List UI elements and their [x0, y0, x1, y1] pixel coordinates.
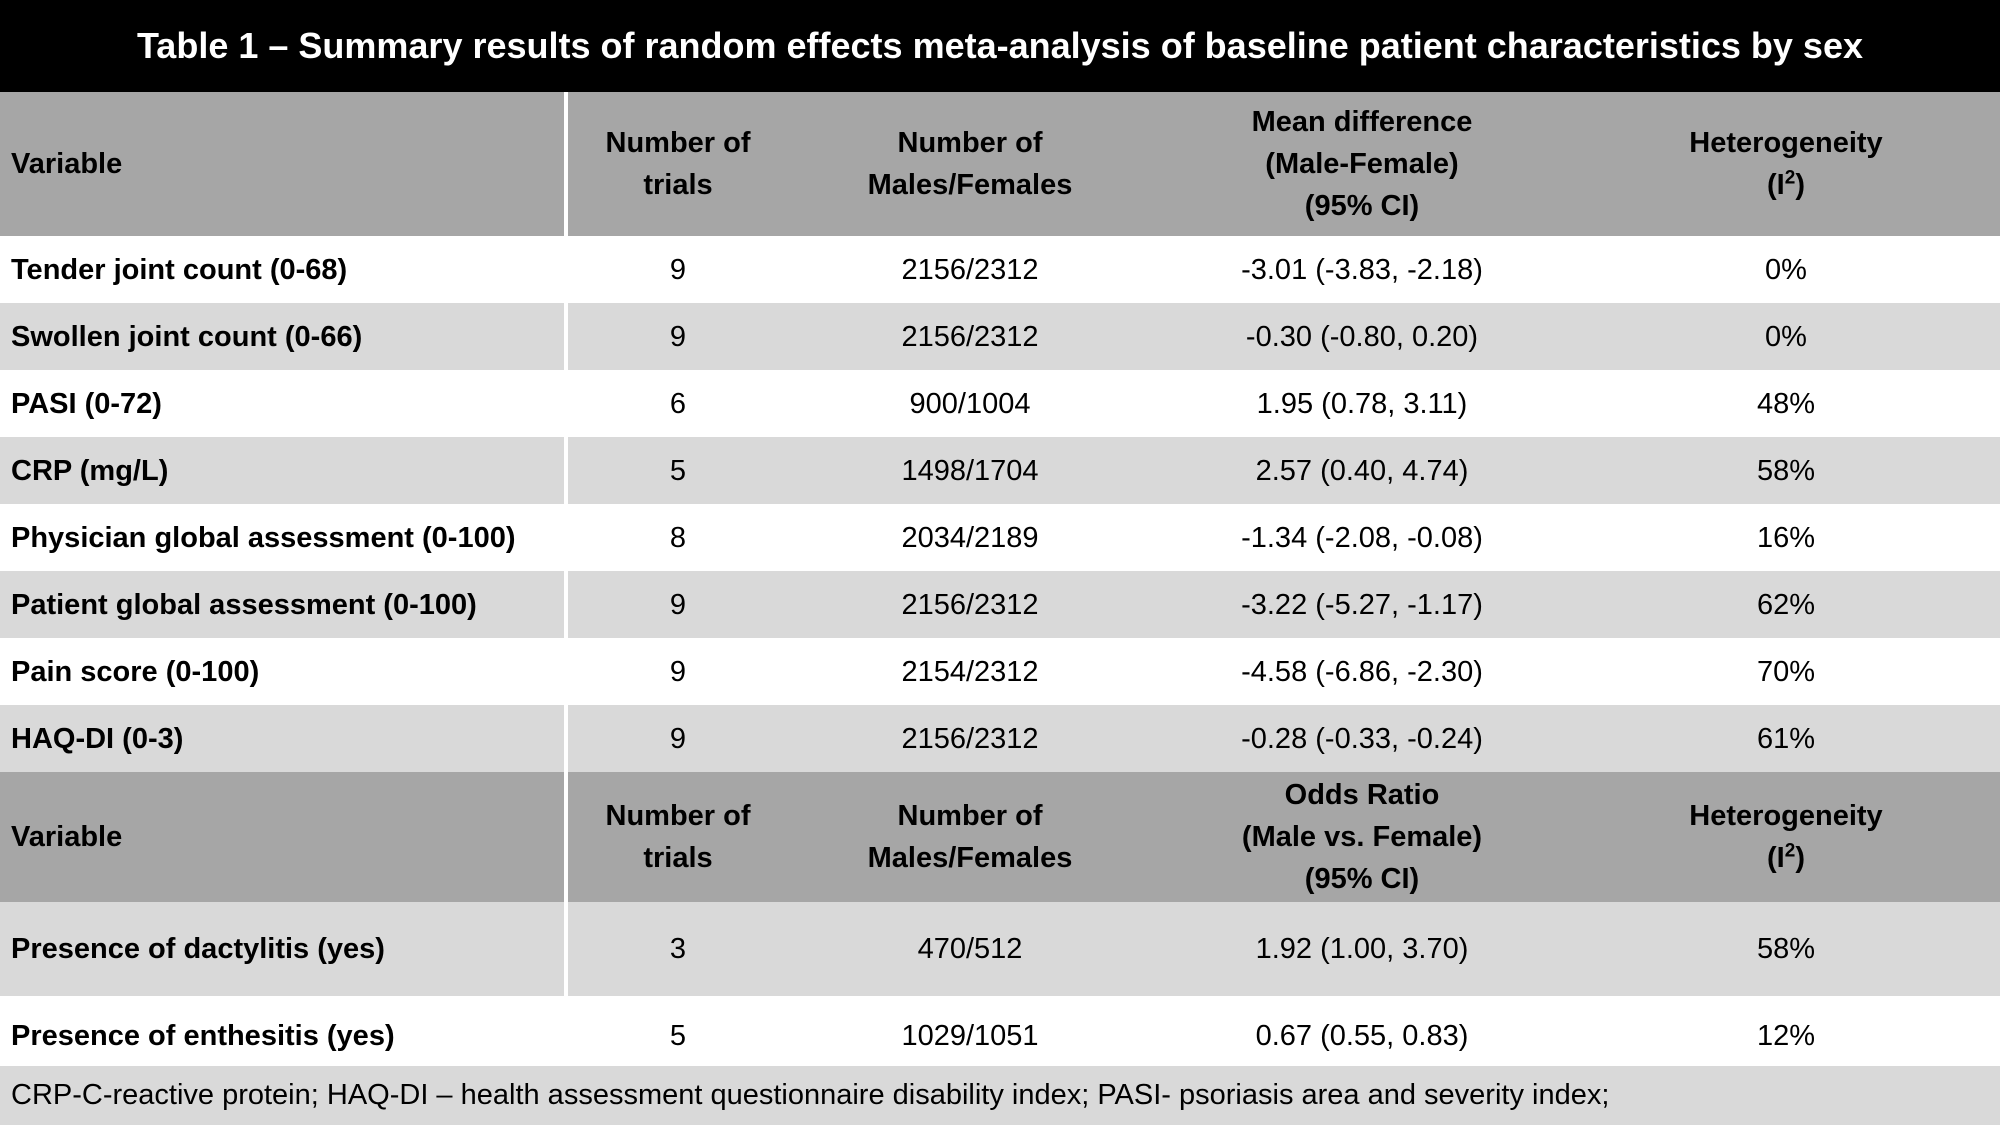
- row-heterogeneity: 0%: [1572, 236, 2000, 303]
- table-row: HAQ-DI (0-3) 9 2156/2312 -0.28 (-0.33, -…: [0, 705, 2000, 772]
- column-header-trials: Number of trials: [566, 772, 788, 902]
- row-variable: CRP (mg/L): [0, 437, 568, 504]
- table-row: Physician global assessment (0-100) 8 20…: [0, 504, 2000, 571]
- table-row: Tender joint count (0-68) 9 2156/2312 -3…: [0, 236, 2000, 303]
- row-variable: Pain score (0-100): [0, 638, 568, 705]
- row-males-females: 2154/2312: [788, 638, 1152, 705]
- row-effect: -0.30 (-0.80, 0.20): [1152, 303, 1572, 370]
- row-effect: -0.28 (-0.33, -0.24): [1152, 705, 1572, 772]
- row-variable: Patient global assessment (0-100): [0, 571, 568, 638]
- column-header-variable: Variable: [0, 772, 568, 902]
- row-variable: Presence of dactylitis (yes): [0, 902, 568, 996]
- table-row: PASI (0-72) 6 900/1004 1.95 (0.78, 3.11)…: [0, 370, 2000, 437]
- table-row: Presence of enthesitis (yes) 5 1029/1051…: [0, 996, 2000, 1076]
- table-row: CRP (mg/L) 5 1498/1704 2.57 (0.40, 4.74)…: [0, 437, 2000, 504]
- row-males-females: 470/512: [788, 902, 1152, 996]
- row-effect: 1.92 (1.00, 3.70): [1152, 902, 1572, 996]
- row-effect: 0.67 (0.55, 0.83): [1152, 996, 1572, 1076]
- header-row-odds-ratio: Variable Number of trials Number of Males/…: [0, 772, 2000, 902]
- row-variable: PASI (0-72): [0, 370, 568, 437]
- row-males-females: 2156/2312: [788, 236, 1152, 303]
- row-trials: 5: [566, 996, 788, 1076]
- row-males-females: 2156/2312: [788, 571, 1152, 638]
- column-header-heterogeneity: Heterogeneity (I2): [1572, 772, 2000, 902]
- row-trials: 9: [566, 303, 788, 370]
- row-males-females: 2156/2312: [788, 705, 1152, 772]
- row-trials: 6: [566, 370, 788, 437]
- column-header-trials: Number of trials: [566, 92, 788, 236]
- row-effect: 2.57 (0.40, 4.74): [1152, 437, 1572, 504]
- row-trials: 9: [566, 236, 788, 303]
- row-variable: Tender joint count (0-68): [0, 236, 568, 303]
- row-heterogeneity: 70%: [1572, 638, 2000, 705]
- row-trials: 9: [566, 638, 788, 705]
- row-effect: 1.95 (0.78, 3.11): [1152, 370, 1572, 437]
- column-header-males-females: Number of Males/Females: [788, 92, 1152, 236]
- row-trials: 5: [566, 437, 788, 504]
- table-row: Presence of dactylitis (yes) 3 470/512 1…: [0, 902, 2000, 996]
- table-row: Pain score (0-100) 9 2154/2312 -4.58 (-6…: [0, 638, 2000, 705]
- row-trials: 8: [566, 504, 788, 571]
- row-males-females: 1029/1051: [788, 996, 1152, 1076]
- row-variable: Presence of enthesitis (yes): [0, 996, 568, 1076]
- results-table: Variable Number of trials Number of Males/…: [0, 92, 2000, 1076]
- row-males-females: 2156/2312: [788, 303, 1152, 370]
- row-effect: -3.01 (-3.83, -2.18): [1152, 236, 1572, 303]
- row-variable: Physician global assessment (0-100): [0, 504, 568, 571]
- row-heterogeneity: 58%: [1572, 437, 2000, 504]
- row-heterogeneity: 0%: [1572, 303, 2000, 370]
- row-males-females: 900/1004: [788, 370, 1152, 437]
- table-row: Patient global assessment (0-100) 9 2156…: [0, 571, 2000, 638]
- row-trials: 3: [566, 902, 788, 996]
- table-title: Table 1 – Summary results of random effe…: [0, 0, 2000, 92]
- row-variable: Swollen joint count (0-66): [0, 303, 568, 370]
- row-trials: 9: [566, 571, 788, 638]
- row-effect: -1.34 (-2.08, -0.08): [1152, 504, 1572, 571]
- row-trials: 9: [566, 705, 788, 772]
- row-effect: -3.22 (-5.27, -1.17): [1152, 571, 1572, 638]
- table-row: Swollen joint count (0-66) 9 2156/2312 -…: [0, 303, 2000, 370]
- row-heterogeneity: 62%: [1572, 571, 2000, 638]
- row-heterogeneity: 61%: [1572, 705, 2000, 772]
- row-heterogeneity: 48%: [1572, 370, 2000, 437]
- header-row-mean-difference: Variable Number of trials Number of Males/…: [0, 92, 2000, 236]
- row-heterogeneity: 12%: [1572, 996, 2000, 1076]
- column-header-variable: Variable: [0, 92, 568, 236]
- row-effect: -4.58 (-6.86, -2.30): [1152, 638, 1572, 705]
- row-males-females: 1498/1704: [788, 437, 1152, 504]
- row-variable: HAQ-DI (0-3): [0, 705, 568, 772]
- column-header-males-females: Number of Males/Females: [788, 772, 1152, 902]
- row-males-females: 2034/2189: [788, 504, 1152, 571]
- column-header-mean-difference: Mean difference (Male-Female) (95% CI): [1152, 92, 1572, 236]
- table-footnote: CRP-C-reactive protein; HAQ-DI – health …: [0, 1066, 2000, 1125]
- column-header-odds-ratio: Odds Ratio (Male vs. Female) (95% CI): [1152, 772, 1572, 902]
- row-heterogeneity: 16%: [1572, 504, 2000, 571]
- column-header-heterogeneity: Heterogeneity (I2): [1572, 92, 2000, 236]
- row-heterogeneity: 58%: [1572, 902, 2000, 996]
